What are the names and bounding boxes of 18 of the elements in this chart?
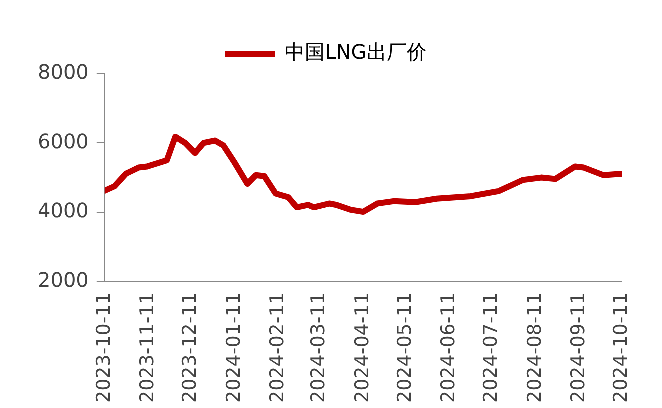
x-tick-label: 2024-06-11 bbox=[438, 292, 460, 404]
y-tick-label: 4000 bbox=[38, 198, 89, 223]
x-tick-label: 2023-12-11 bbox=[179, 292, 202, 404]
legend-label: 中国LNG出厂价 bbox=[285, 40, 427, 64]
x-tick-label: 2024-05-11 bbox=[394, 292, 416, 404]
x-tick-label: 2024-10-11 bbox=[610, 292, 632, 404]
x-tick-label: 2024-01-11 bbox=[222, 292, 245, 404]
x-tick-label: 2024-07-11 bbox=[480, 292, 502, 404]
x-tick-label: 2023-11-11 bbox=[136, 292, 159, 404]
x-tick-label: 2024-08-11 bbox=[524, 292, 546, 404]
x-tick-label: 2023-10-11 bbox=[92, 292, 115, 404]
y-tick-label: 2000 bbox=[38, 268, 89, 292]
x-tick-label: 2024-02-11 bbox=[266, 292, 289, 404]
x-tick-label: 2024-03-11 bbox=[308, 292, 330, 404]
x-tick-label: 2024-04-11 bbox=[351, 292, 374, 404]
y-tick-label: 6000 bbox=[38, 129, 89, 154]
y-tick-label: 8000 bbox=[38, 60, 89, 84]
x-tick-label: 2024-09-11 bbox=[568, 292, 590, 404]
